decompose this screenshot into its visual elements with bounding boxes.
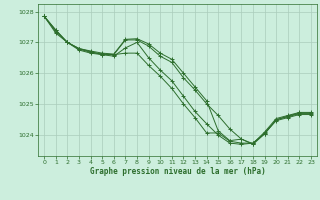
X-axis label: Graphe pression niveau de la mer (hPa): Graphe pression niveau de la mer (hPa) xyxy=(90,167,266,176)
